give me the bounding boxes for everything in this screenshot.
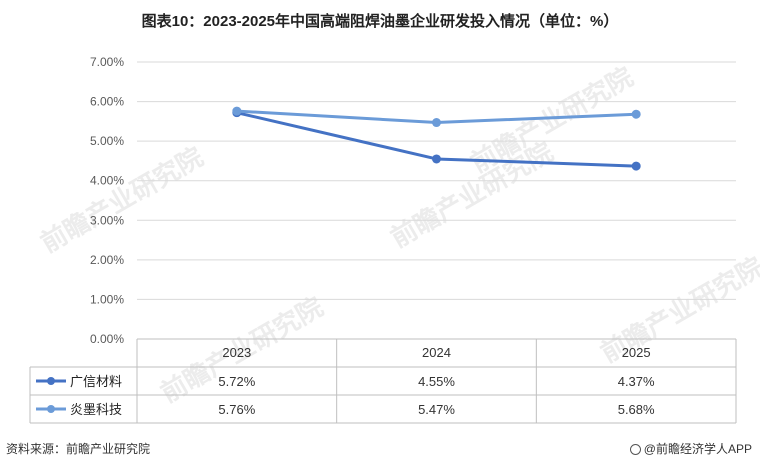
data-label: 5.68%	[618, 402, 655, 417]
data-point	[631, 109, 641, 119]
y-tick-label: 0.00%	[90, 332, 124, 346]
data-label: 5.47%	[418, 402, 455, 417]
brand-text: @前瞻经济学人APP	[643, 442, 752, 456]
x-category-label: 2024	[422, 345, 451, 360]
data-label: 5.72%	[218, 374, 255, 389]
series-lines	[232, 106, 641, 171]
legend-marker	[47, 377, 55, 385]
series-name: 炎墨科技	[70, 403, 122, 418]
y-tick-label: 4.00%	[90, 174, 124, 188]
data-label: 4.37%	[618, 374, 655, 389]
y-tick-label: 6.00%	[90, 95, 124, 109]
y-tick-label: 5.00%	[90, 134, 124, 148]
x-category-label: 2023	[222, 345, 251, 360]
data-label: 4.55%	[418, 374, 455, 389]
data-point	[631, 161, 641, 171]
source-note: 资料来源：前瞻产业研究院	[6, 442, 151, 456]
y-axis-labels: 0.00% 1.00% 2.00% 3.00% 4.00% 5.00% 6.00% 7.00%	[90, 55, 124, 346]
y-tick-label: 1.00%	[90, 292, 124, 306]
y-tick-label: 7.00%	[90, 55, 124, 69]
data-table: 2023 2024 2025 广信材料 5.72% 4.55% 4.37% 炎墨科技 5.76%…	[29, 338, 737, 424]
y-tick-label: 2.00%	[90, 253, 124, 267]
data-point	[432, 118, 441, 128]
brand-logo-icon	[629, 444, 641, 455]
y-tick-label: 3.00%	[90, 213, 124, 227]
series-name: 广信材料	[70, 375, 122, 390]
x-category-label: 2025	[622, 345, 651, 360]
footer: 资料来源：前瞻产业研究院 @前瞻经济学人APP	[0, 440, 760, 462]
gridlines	[137, 61, 736, 300]
legend-marker	[47, 405, 55, 413]
chart-title: 图表10：2023-2025年中国高端阻焊油墨企业研发投入情况（单位：%）	[141, 13, 619, 30]
brand-credit: @前瞻经济学人APP	[629, 440, 752, 457]
data-point	[432, 154, 441, 164]
data-point	[232, 106, 242, 116]
data-label: 5.76%	[218, 402, 255, 417]
